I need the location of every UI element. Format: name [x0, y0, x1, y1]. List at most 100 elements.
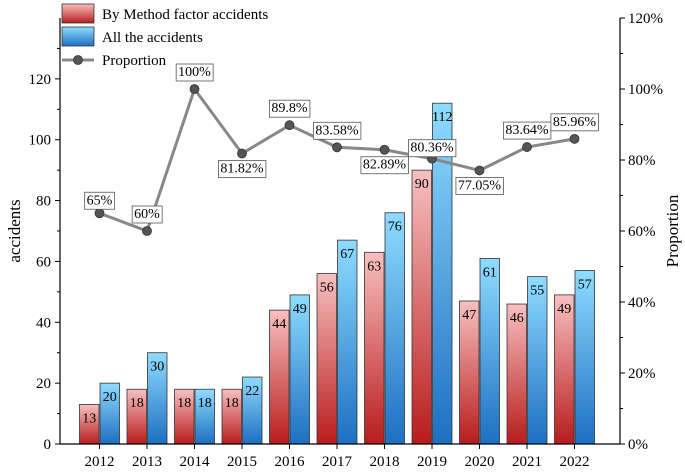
proportion-marker-2022 — [569, 133, 580, 144]
proportion-label-text: 85.96% — [553, 115, 597, 130]
y-tick-label: 20 — [36, 376, 51, 392]
proportion-label-2012: 65% — [84, 191, 116, 210]
bar-label-all-2019: 112 — [432, 110, 452, 125]
proportion-label-box — [84, 191, 116, 210]
bar-label-method-2017: 56 — [320, 281, 334, 296]
proportion-marker-2012 — [94, 208, 105, 219]
proportion-marker-2013 — [142, 226, 152, 236]
bar-method-2017 — [316, 273, 337, 445]
legend-swatch-method — [61, 3, 95, 24]
bar-label-method-2021: 46 — [510, 311, 524, 326]
legend-label-all: All the accidents — [102, 30, 203, 46]
bar-all-2016 — [289, 294, 310, 445]
x-tick-label: 2017 — [322, 454, 353, 470]
proportion-label-text: 65% — [87, 193, 113, 208]
bar-method-2018 — [364, 251, 385, 445]
bar-label-method-2018: 63 — [367, 259, 381, 274]
bar-label-all-2015: 22 — [245, 384, 259, 399]
bar-label-method-2015: 18 — [225, 396, 239, 411]
proportion-label-text: 100% — [178, 65, 211, 80]
bar-all-2022 — [574, 270, 595, 445]
x-tick-label: 2018 — [370, 454, 400, 470]
proportion-label-text: 77.05% — [458, 178, 502, 193]
proportion-label-text: 83.64% — [505, 123, 549, 138]
proportion-label-2016: 89.8% — [269, 99, 311, 118]
proportion-label-2013: 60% — [131, 205, 163, 224]
y-axis-right-title: Proportion — [663, 194, 682, 267]
y-tick-label: 100 — [29, 133, 52, 149]
proportion-label-box — [360, 156, 409, 175]
bar-all-2018 — [384, 212, 405, 445]
bar-label-all-2020: 61 — [483, 265, 497, 280]
y-tick-label: 0 — [44, 437, 52, 453]
legend-swatch-all — [61, 26, 95, 47]
proportion-line-layer — [94, 84, 580, 236]
legend-label-proportion: Proportion — [102, 53, 167, 69]
bar-all-2020 — [479, 257, 500, 445]
x-tick-label: 2022 — [560, 454, 590, 470]
bar-label-method-2016: 44 — [272, 317, 286, 332]
proportion-marker-2018 — [379, 144, 390, 155]
bar-label-all-2021: 55 — [530, 284, 544, 299]
proportion-label-2020: 77.05% — [455, 177, 504, 195]
proportion-marker-2021 — [522, 142, 532, 152]
proportion-label-box — [455, 177, 504, 195]
bar-label-all-2012: 20 — [103, 390, 117, 405]
bar-label-method-2020: 47 — [462, 308, 476, 323]
proportion-label-text: 83.58% — [315, 123, 359, 138]
proportion-label-box — [175, 63, 214, 82]
x-tick-label: 2015 — [227, 454, 257, 470]
bar-all-2017 — [337, 239, 358, 445]
bar-label-all-2018: 76 — [388, 220, 402, 235]
proportion-marker-2015 — [237, 148, 247, 159]
y-tick-label: 120 — [29, 72, 52, 88]
proportion-label-2021: 83.64% — [503, 121, 552, 140]
proportion-label-box — [131, 205, 163, 224]
y-right-tick-label: 100% — [628, 82, 663, 98]
proportion-marker-2014 — [189, 84, 200, 94]
bar-method-2022 — [554, 294, 575, 445]
bar-label-all-2014: 18 — [198, 396, 212, 411]
bar-label-all-2017: 67 — [340, 247, 354, 262]
y-right-tick-label: 80% — [628, 153, 656, 169]
proportion-label-text: 82.89% — [363, 158, 407, 173]
y-right-tick-label: 60% — [628, 224, 656, 240]
proportion-marker-2017 — [332, 142, 342, 153]
x-tick-label: 2021 — [512, 454, 542, 470]
bar-label-all-2022: 57 — [578, 278, 592, 293]
proportion-label-text: 81.82% — [220, 162, 264, 177]
y-axis-title: accidents — [5, 199, 24, 262]
proportion-label-2015: 81.82% — [218, 160, 267, 178]
y-tick-label: 40 — [36, 315, 51, 331]
bar-label-all-2016: 49 — [293, 302, 307, 317]
bar-all-2021 — [527, 276, 548, 445]
proportion-label-box — [408, 139, 457, 158]
y-right-tick-label: 0% — [628, 437, 648, 453]
proportion-marker-2016 — [284, 120, 295, 131]
axis-ticks-layer: 0204060801001200%20%40%60%80%100%120%201… — [29, 11, 664, 470]
proportion-label-box — [218, 160, 267, 178]
proportion-label-text: 89.8% — [271, 101, 308, 116]
bar-labels-layer: 13 20 18 30 18 18 18 22 44 49 56 67 63 76 90 112 47 61 46 5… — [82, 110, 592, 426]
x-tick-label: 2019 — [417, 454, 447, 470]
y-right-tick-label: 20% — [628, 366, 656, 382]
proportion-label-box — [269, 99, 311, 118]
x-tick-label: 2012 — [85, 454, 115, 470]
y-right-tick-label: 120% — [628, 11, 663, 27]
proportion-label-text: 80.36% — [410, 141, 454, 156]
proportion-label-2018: 82.89% — [360, 156, 409, 175]
proportion-labels-layer: 65% 60% 100% 81.82% 89.8% 83.58% 82.89%80.36% 7… — [84, 63, 599, 224]
bar-label-method-2019: 90 — [415, 177, 429, 192]
proportion-label-box — [550, 113, 599, 132]
y-tick-label: 60 — [36, 254, 51, 270]
legend-swatch-marker — [73, 55, 83, 65]
y-tick-label: 80 — [36, 194, 51, 210]
x-tick-label: 2016 — [275, 454, 306, 470]
bar-label-method-2014: 18 — [177, 396, 191, 411]
x-tick-label: 2014 — [180, 454, 211, 470]
proportion-label-text: 60% — [134, 207, 160, 222]
legend: By Method factor accidents All the accid… — [61, 3, 268, 69]
bars-layer — [79, 102, 595, 445]
proportion-label-2022: 85.96% — [550, 113, 599, 132]
